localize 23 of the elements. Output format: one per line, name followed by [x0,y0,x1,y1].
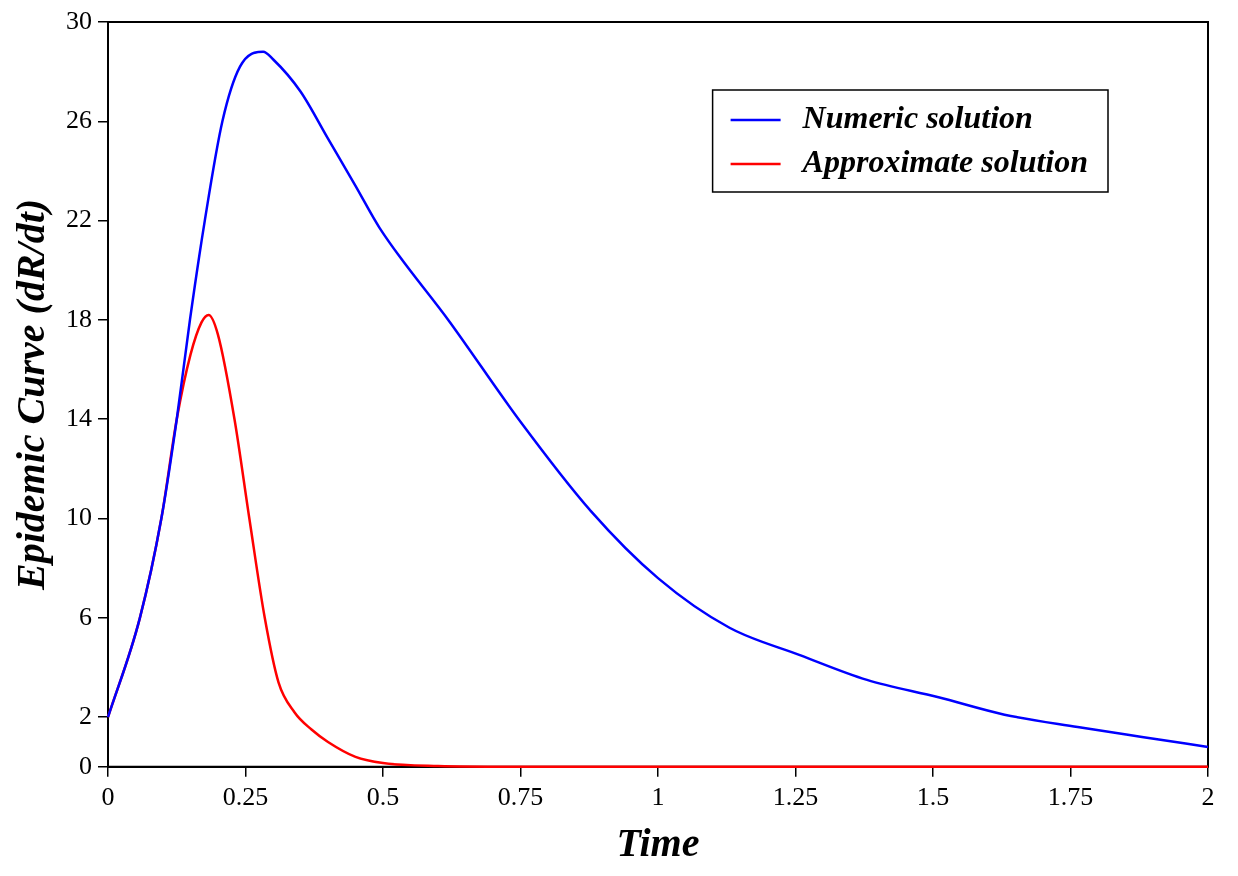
x-tick-label: 0.25 [222,782,269,812]
x-tick-label: 0.5 [366,782,400,812]
y-tick-label: 6 [79,601,92,631]
x-tick-label: 1.75 [1047,782,1094,812]
y-tick-label: 10 [66,502,92,532]
y-tick-label: 0 [79,750,92,780]
x-axis-title: Time [616,820,700,866]
legend-label: Numeric solution [801,99,1033,136]
x-tick-label: 1.25 [772,782,819,812]
y-axis-title: Epidemic Curve (dR/dt) [8,198,54,591]
y-tick-label: 2 [79,700,92,730]
x-tick-label: 1.5 [916,782,950,812]
y-tick-label: 26 [66,105,92,135]
x-tick-label: 1 [651,782,665,812]
y-tick-label: 30 [66,5,92,35]
legend-label: Approximate solution [800,143,1088,180]
x-tick-label: 0 [101,782,115,812]
x-tick-label: 2 [1201,782,1215,812]
y-tick-label: 22 [66,204,92,234]
y-tick-label: 14 [66,403,92,433]
y-tick-label: 18 [66,303,92,333]
line-series [106,50,1210,749]
x-tick-label: 0.75 [497,782,544,812]
